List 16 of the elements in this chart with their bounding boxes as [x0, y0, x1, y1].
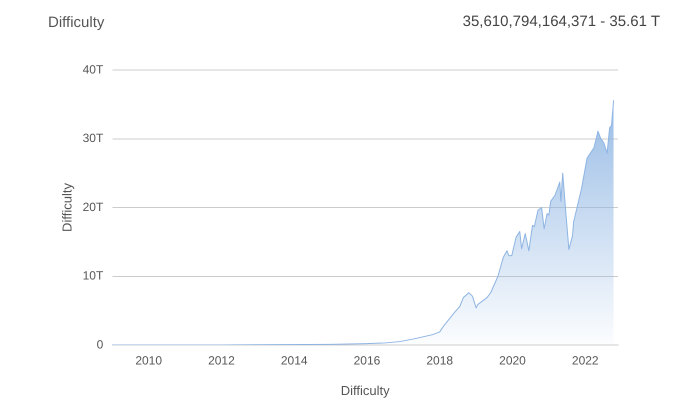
y-tick-label: 40T: [82, 62, 104, 76]
x-axis-title: Difficulty: [340, 382, 390, 398]
y-tick-label: 10T: [82, 268, 104, 283]
x-tick-label: 2020: [499, 354, 526, 368]
chart-title: Difficulty: [48, 14, 105, 32]
y-tick-label: 20T: [82, 200, 104, 214]
x-tick-label: 2010: [135, 354, 162, 368]
y-axis-title: Difficulty: [59, 182, 74, 232]
x-tick-label: 2012: [208, 354, 236, 368]
x-tick-label: 2018: [426, 354, 454, 368]
y-tick-label: 30T: [82, 131, 104, 146]
x-tick-label: 2014: [280, 354, 308, 368]
x-tick-label: 2022: [572, 354, 599, 368]
y-tick-label: 0: [96, 337, 104, 352]
text: 35,610,794,164,371 - 35.61 T: [462, 13, 660, 30]
x-tick-label: 2016: [354, 354, 381, 368]
